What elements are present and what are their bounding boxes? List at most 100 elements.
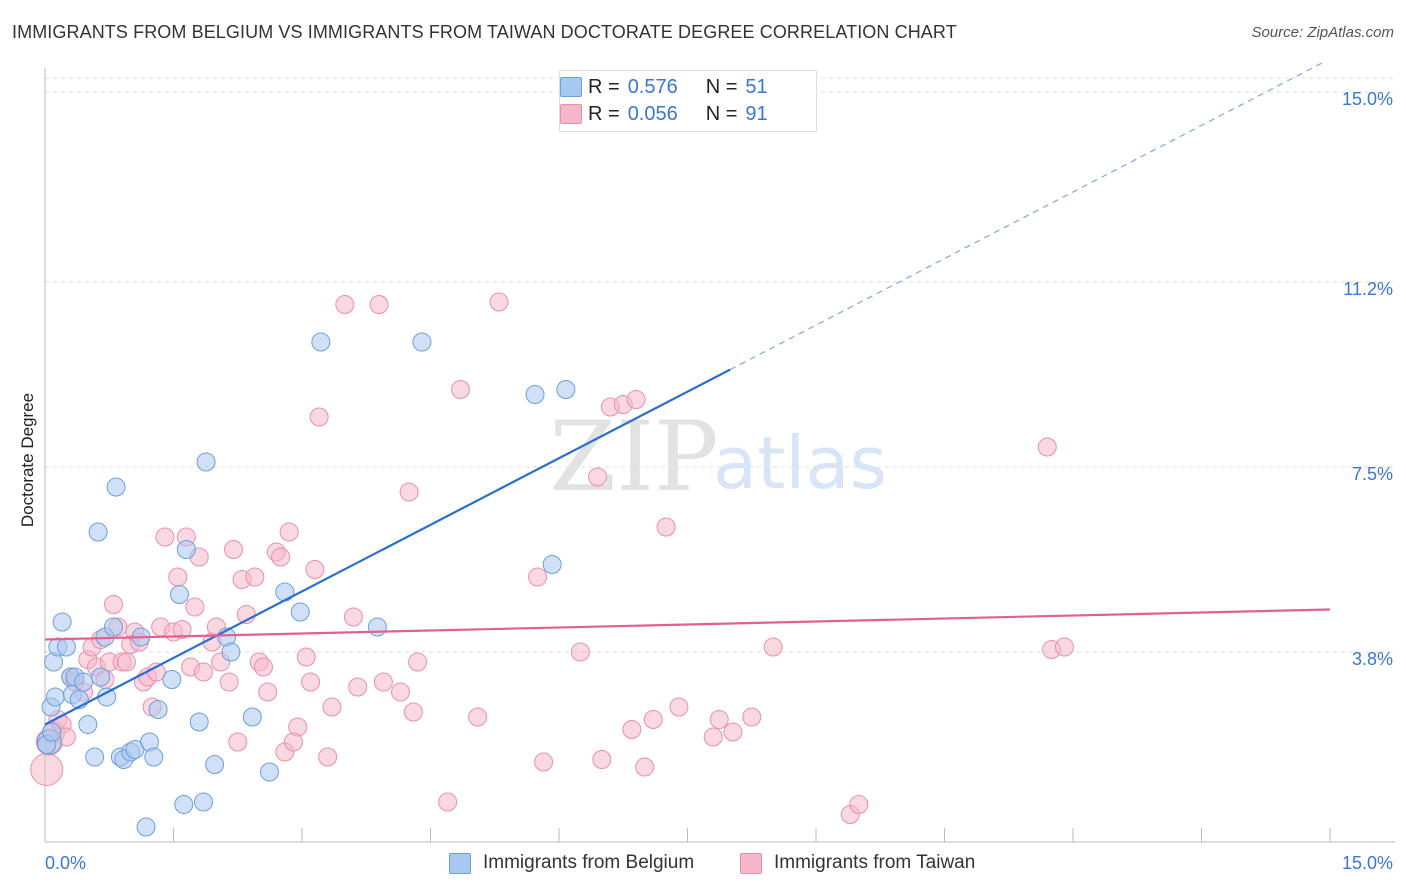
legend-label-belgium: Immigrants from Belgium <box>483 852 695 873</box>
legend-item-taiwan[interactable]: Immigrants from Taiwan <box>740 852 975 874</box>
grid-lines <box>45 77 1395 653</box>
legend-item-belgium[interactable]: Immigrants from Belgium <box>449 852 694 874</box>
taiwan-point <box>279 522 299 542</box>
r-value: 0.056 <box>627 102 678 125</box>
belgium-point <box>205 755 225 774</box>
taiwan-point <box>592 750 612 769</box>
chart-title: IMMIGRANTS FROM BELGIUM VS IMMIGRANTS FR… <box>12 22 957 42</box>
taiwan-point <box>193 662 213 682</box>
taiwan-trend-line <box>44 608 1331 641</box>
belgium-point <box>193 792 213 812</box>
belgium-point <box>525 385 545 404</box>
taiwan-point <box>1037 437 1057 457</box>
taiwan-point <box>223 540 243 559</box>
taiwan-point <box>489 292 509 312</box>
r-label: R = <box>588 75 620 98</box>
belgium-point <box>542 555 562 574</box>
belgium-point <box>42 722 62 742</box>
n-value: 51 <box>745 75 768 98</box>
r-label: R = <box>588 102 620 125</box>
taiwan-point <box>301 672 321 692</box>
belgium-point <box>148 700 168 719</box>
tick-labels: 3.8% 7.5% 11.2% 15.0% 0.0% 15.0% <box>45 89 1393 873</box>
belgium-points <box>36 332 576 837</box>
taiwan-point <box>343 607 363 627</box>
legend-row-belgium: R = 0.576 N = 51 <box>560 75 768 99</box>
taiwan-point <box>185 597 205 617</box>
taiwan-point <box>742 707 762 727</box>
belgium-point <box>45 687 65 707</box>
belgium-point <box>311 332 331 352</box>
taiwan-point <box>528 567 548 587</box>
belgium-point <box>85 747 105 767</box>
taiwan-point <box>296 647 316 667</box>
belgium-point <box>189 712 209 732</box>
belgium-point <box>91 667 111 687</box>
taiwan-point <box>626 390 646 409</box>
taiwan-point <box>709 710 729 729</box>
belgium-point <box>136 817 156 837</box>
taiwan-point <box>570 642 590 662</box>
correlation-legend: R = 0.576 N = 51 R = 0.056 N = 91 <box>559 70 817 132</box>
taiwan-point <box>849 795 869 814</box>
taiwan-point <box>245 567 265 587</box>
taiwan-point <box>669 697 689 717</box>
taiwan-point <box>723 722 743 742</box>
belgium-trend-extension <box>730 61 1325 371</box>
r-value: 0.576 <box>627 75 678 98</box>
taiwan-point <box>309 407 329 427</box>
taiwan-point <box>30 753 64 786</box>
belgium-point <box>144 747 164 767</box>
taiwan-point <box>271 547 291 567</box>
belgium-point <box>242 707 262 727</box>
belgium-point <box>74 672 94 692</box>
taiwan-point <box>622 720 642 739</box>
taiwan-point <box>335 295 355 314</box>
legend-row-taiwan: R = 0.056 N = 91 <box>560 102 768 126</box>
belgium-point <box>259 762 279 782</box>
taiwan-point <box>228 732 248 752</box>
legend-label-taiwan: Immigrants from Taiwan <box>774 852 976 873</box>
belgium-point <box>104 617 124 637</box>
source-label: Source: ZipAtlas.com <box>1251 24 1394 41</box>
series-legend: Immigrants from Belgium Immigrants from … <box>0 852 1406 878</box>
taiwan-point <box>172 620 192 639</box>
belgium-point <box>52 612 72 632</box>
belgium-point <box>176 540 196 559</box>
y-tick-label: 15.0% <box>1342 89 1393 109</box>
taiwan-point <box>1054 637 1074 657</box>
belgium-point <box>290 602 310 622</box>
taiwan-point <box>703 727 723 747</box>
taiwan-point <box>635 757 655 777</box>
taiwan-point <box>438 792 458 812</box>
taiwan-point <box>373 672 393 692</box>
y-tick-label: 3.8% <box>1352 649 1393 669</box>
taiwan-point <box>534 752 554 772</box>
taiwan-point <box>104 595 124 614</box>
legend-swatch-belgium <box>449 852 471 874</box>
belgium-point <box>412 332 432 352</box>
taiwan-point <box>305 560 325 579</box>
taiwan-point <box>408 652 428 672</box>
y-tick-label: 11.2% <box>1343 279 1393 299</box>
belgium-point <box>174 795 194 814</box>
taiwan-point <box>318 747 338 767</box>
legend-swatch-taiwan <box>740 852 762 874</box>
taiwan-point <box>168 567 188 587</box>
belgium-point <box>88 522 108 542</box>
n-label: N = <box>705 102 738 125</box>
belgium-point <box>275 582 295 602</box>
legend-swatch-belgium <box>560 77 582 97</box>
taiwan-point <box>283 732 303 752</box>
taiwan-point <box>399 482 419 502</box>
belgium-point <box>556 380 576 399</box>
legend-swatch-taiwan <box>560 104 582 124</box>
taiwan-point <box>391 682 411 702</box>
belgium-trend-line <box>44 368 731 726</box>
n-label: N = <box>705 75 738 98</box>
watermark-zip: ZIP <box>549 401 718 513</box>
taiwan-point <box>656 517 676 537</box>
belgium-point <box>169 585 189 604</box>
x-tick-label: 15.0% <box>1342 853 1393 873</box>
